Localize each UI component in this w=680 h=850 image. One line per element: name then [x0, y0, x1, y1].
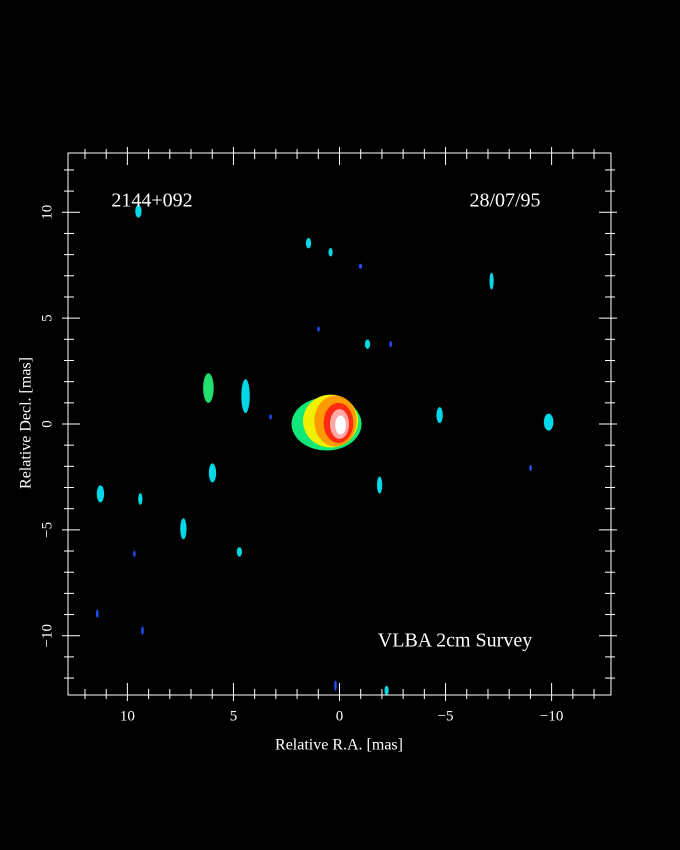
- emission-component: [141, 626, 144, 635]
- source-name: 2144+092: [111, 190, 192, 212]
- emission-component: [95, 609, 99, 618]
- emission-component: [236, 547, 243, 557]
- emission-component: [364, 339, 371, 349]
- x-axis-label: Relative R.A. [mas]: [275, 737, 403, 754]
- emission-component: [543, 413, 554, 431]
- emission-component: [389, 341, 392, 348]
- y-tick-label: 5: [39, 314, 55, 322]
- x-tick-label: −5: [438, 708, 454, 724]
- emission-component: [135, 204, 142, 218]
- y-tick-label: 10: [39, 205, 55, 220]
- x-tick-label: 0: [336, 708, 344, 724]
- epoch: 28/07/95: [469, 190, 540, 212]
- emission-component: [489, 272, 494, 290]
- emission-component: [334, 680, 337, 691]
- emission-component: [241, 379, 250, 413]
- y-axis-label: Relative Decl. [mas]: [18, 357, 35, 489]
- y-tick-label: 0: [39, 420, 55, 428]
- x-tick-label: 10: [120, 708, 135, 724]
- emission-component: [269, 414, 272, 420]
- emission-component: [358, 263, 363, 269]
- x-tick-label: −10: [540, 708, 563, 724]
- emission-component: [376, 476, 383, 494]
- emission-component: [208, 463, 217, 483]
- emission-component: [436, 407, 443, 424]
- emission-component: [305, 237, 312, 249]
- emission-component: [529, 464, 532, 472]
- emission-component: [96, 485, 105, 503]
- y-tick-label: −5: [39, 522, 55, 538]
- emission-component: [138, 493, 143, 505]
- emission-component: [384, 685, 389, 696]
- emission-component: [133, 550, 136, 557]
- emission-component: [335, 415, 346, 435]
- y-tick-label: −10: [39, 624, 55, 647]
- emission-component: [328, 248, 333, 257]
- emission-component: [180, 518, 187, 540]
- survey-label: VLBA 2cm Survey: [378, 630, 532, 652]
- x-tick-label: 5: [230, 708, 238, 724]
- emission-component: [203, 373, 214, 403]
- emission-component: [317, 326, 320, 332]
